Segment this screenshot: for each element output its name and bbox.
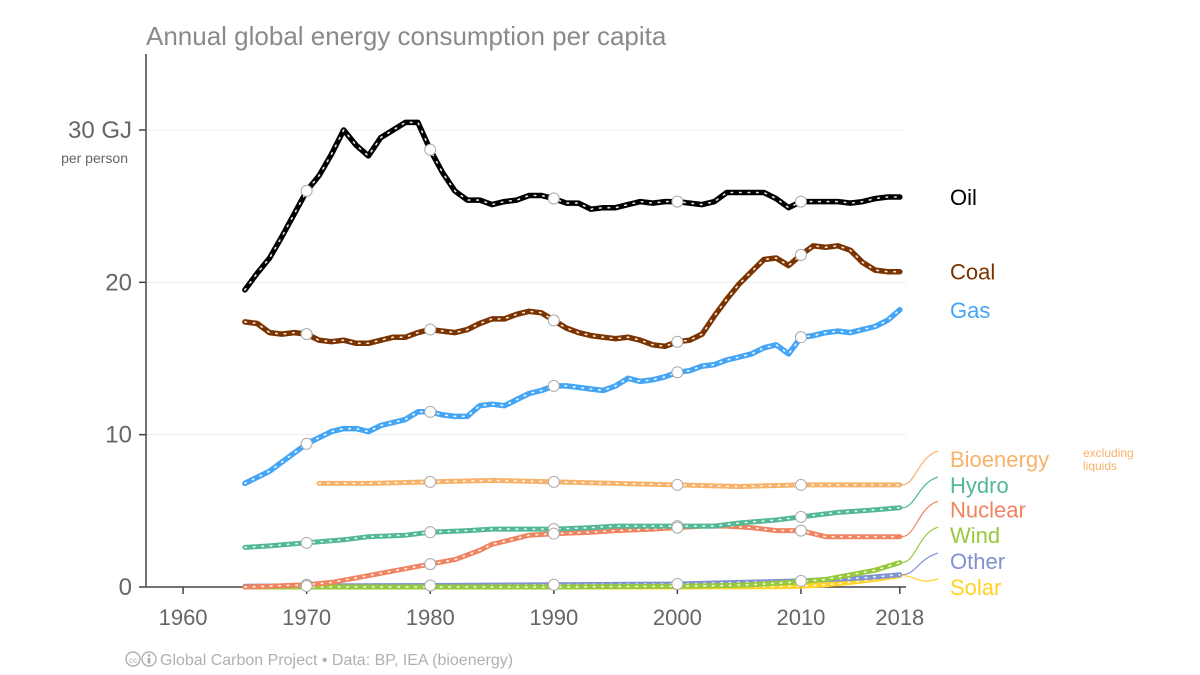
axes: 0 10 20 30 GJ per person 1960 1970 1980 1990 2000… xyxy=(61,54,924,630)
nuclear-marker-1990 xyxy=(547,527,560,540)
gas-marker-2010 xyxy=(794,331,807,344)
nuclear-marker-1980 xyxy=(424,558,437,571)
oil-marker-1970 xyxy=(300,184,313,197)
oil-label: Oil xyxy=(950,185,977,210)
gas-marker-1990 xyxy=(547,379,560,392)
coal-line-dots xyxy=(244,244,901,348)
other-marker-1990 xyxy=(547,578,560,591)
other-marker-1970 xyxy=(300,579,313,592)
x-tick-label-2010: 2010 xyxy=(776,605,825,630)
other-label: Other xyxy=(950,549,1005,574)
x-tick-label-1990: 1990 xyxy=(529,605,578,630)
oil-marker-2000 xyxy=(671,195,684,208)
y-tick-label-0: 0 xyxy=(119,574,132,601)
hydro-line-dots xyxy=(244,506,901,549)
y-tick-label-10: 10 xyxy=(105,422,132,449)
coal-label: Coal xyxy=(950,260,995,285)
bioenergy-marker-2010 xyxy=(794,478,807,491)
other-leader-line xyxy=(901,552,939,576)
other-marker-1980 xyxy=(424,579,437,592)
gridlines xyxy=(146,129,906,436)
solar-label: Solar xyxy=(950,575,1001,600)
footer-source: Global Carbon Project • Data: BP, IEA (b… xyxy=(160,652,513,669)
bioenergy-marker-1990 xyxy=(547,475,560,488)
bioenergy-line-dots xyxy=(318,479,901,488)
coal-marker-1980 xyxy=(424,323,437,336)
bioenergy-marker-2000 xyxy=(671,478,684,491)
hydro-leader-line xyxy=(901,476,939,509)
wind-label: Wind xyxy=(950,523,1000,548)
x-tick-label-1970: 1970 xyxy=(282,605,331,630)
oil-line-dots xyxy=(244,121,901,291)
nuclear-label: Nuclear xyxy=(950,497,1026,522)
bioenergy-label: Bioenergy xyxy=(950,447,1049,472)
oil-marker-2010 xyxy=(794,195,807,208)
svg-text:cc: cc xyxy=(129,656,137,665)
bioenergy-note-line1: excluding xyxy=(1083,446,1134,460)
nuclear-marker-2000 xyxy=(671,521,684,534)
gas-line-dots xyxy=(244,308,901,485)
hydro-marker-1970 xyxy=(300,536,313,549)
x-tick-label-1960: 1960 xyxy=(159,605,208,630)
y-tick-label-30: 30 GJ xyxy=(68,117,132,144)
nuclear-marker-2010 xyxy=(794,524,807,537)
coal-marker-1990 xyxy=(547,314,560,327)
hydro-marker-2010 xyxy=(794,510,807,523)
hydro-marker-1980 xyxy=(424,526,437,539)
series-lines xyxy=(242,119,903,590)
oil-marker-1980 xyxy=(424,143,437,156)
coal-marker-2000 xyxy=(671,335,684,348)
coal-marker-2010 xyxy=(794,248,807,261)
bioenergy-note-line2: liquids xyxy=(1083,459,1117,473)
series-markers xyxy=(300,143,807,592)
coal-marker-1970 xyxy=(300,328,313,341)
other-marker-2000 xyxy=(671,577,684,590)
gas-marker-1980 xyxy=(424,405,437,418)
footer: cc Global Carbon Project • Data: BP, IEA… xyxy=(125,651,513,669)
x-tick-label-1980: 1980 xyxy=(406,605,455,630)
wind-leader-line xyxy=(901,526,939,564)
gas-label: Gas xyxy=(950,298,990,323)
solar-leader-line xyxy=(901,574,939,582)
gas-marker-1970 xyxy=(300,437,313,450)
cc-by-icon: cc xyxy=(125,651,157,667)
bioenergy-leader-line xyxy=(901,450,939,486)
gas-marker-2000 xyxy=(671,366,684,379)
y-unit-sublabel: per person xyxy=(61,150,128,166)
x-tick-label-2018: 2018 xyxy=(875,605,924,630)
wind-line-dots xyxy=(244,561,901,588)
nuclear-line-dots xyxy=(244,525,901,588)
y-tick-label-20: 20 xyxy=(105,269,132,296)
nuclear-leader-line xyxy=(901,500,939,538)
other-marker-2010 xyxy=(794,574,807,587)
bioenergy-marker-1980 xyxy=(424,475,437,488)
oil-marker-1990 xyxy=(547,192,560,205)
hydro-label: Hydro xyxy=(950,473,1009,498)
chart-title: Annual global energy consumption per cap… xyxy=(146,21,667,51)
x-tick-label-2000: 2000 xyxy=(653,605,702,630)
